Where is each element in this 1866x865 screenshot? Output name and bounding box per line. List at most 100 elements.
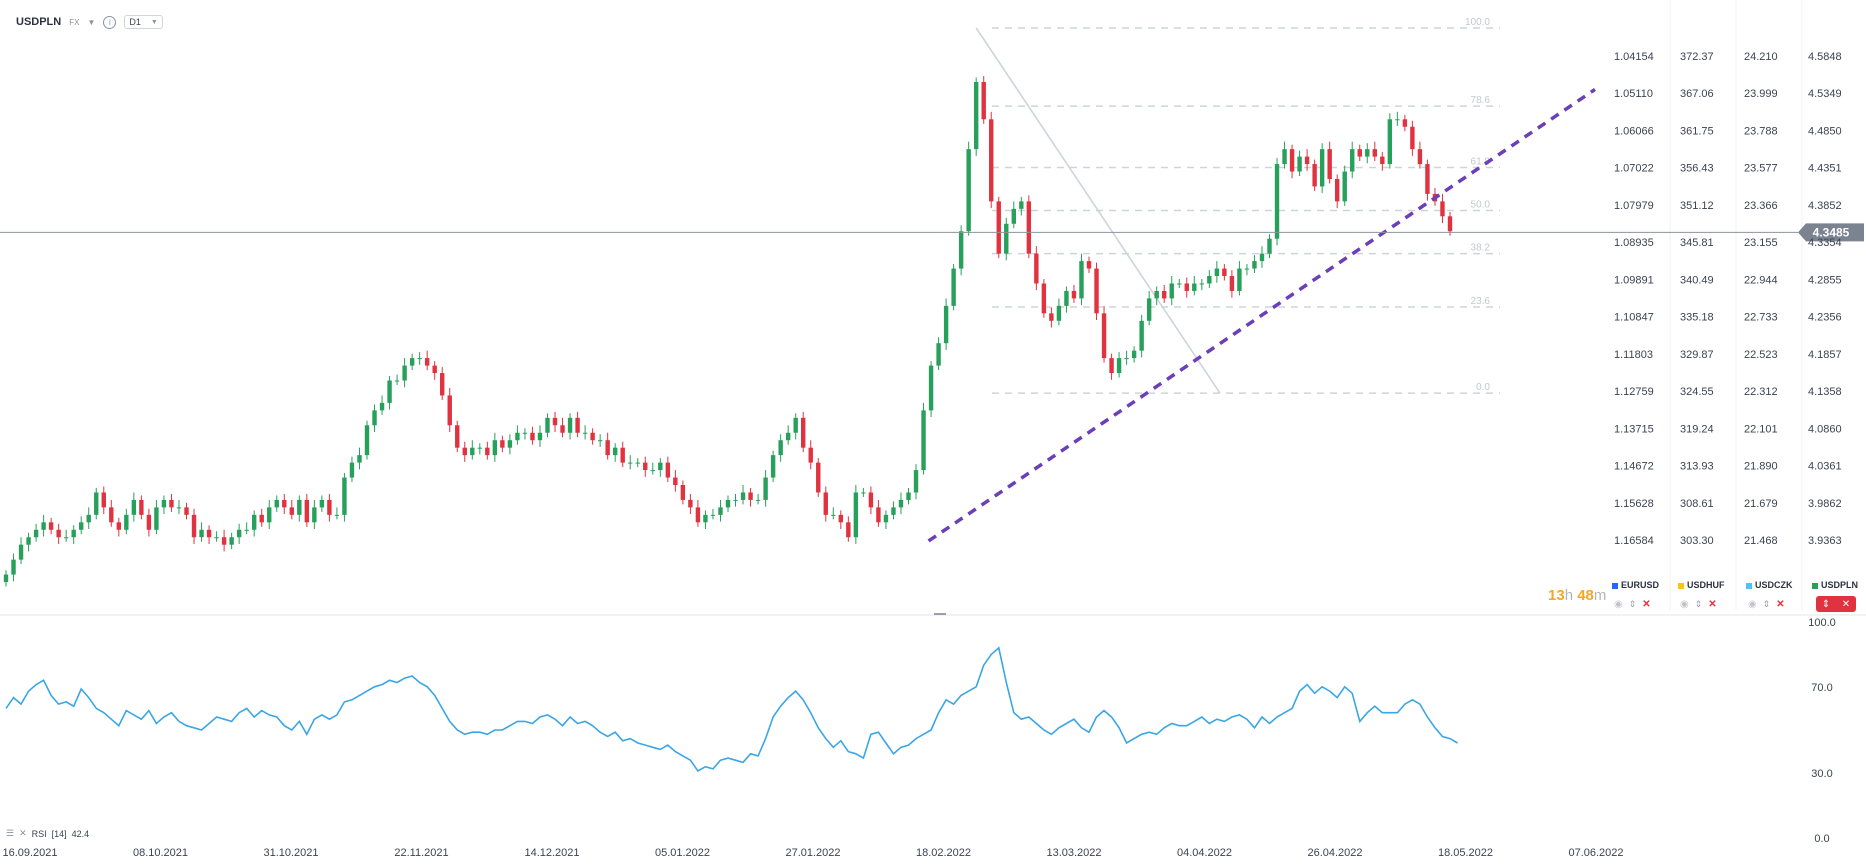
candle-body xyxy=(936,343,941,366)
close-icon[interactable]: ✕ xyxy=(1642,598,1651,610)
close-icon[interactable]: ✕ xyxy=(1708,598,1717,610)
timeframe-select[interactable]: D1 ▼ xyxy=(124,15,163,29)
price-axis-tick: 4.1358 xyxy=(1808,386,1842,398)
legend-usdczk: USDCZK xyxy=(1746,580,1793,590)
candle xyxy=(928,361,934,418)
candle-body xyxy=(831,514,836,516)
reorder-icon[interactable]: ⇕ xyxy=(1694,598,1703,609)
usdpln-controls: ⇕ ✕ xyxy=(1816,596,1856,612)
candle-body xyxy=(251,514,257,530)
candle-body xyxy=(1094,268,1099,314)
candle xyxy=(552,411,558,433)
compare-axis-tick: 335.18 xyxy=(1680,312,1714,324)
candle xyxy=(282,493,287,515)
symbol-dropdown-icon[interactable]: ▼ xyxy=(87,17,96,27)
reorder-icon[interactable]: ⇕ xyxy=(1628,598,1637,609)
candle-body xyxy=(906,492,911,500)
chevron-down-icon: ▼ xyxy=(150,18,158,26)
close-icon[interactable]: ✕ xyxy=(1841,598,1851,610)
candle xyxy=(455,420,460,453)
candle-body xyxy=(1282,149,1287,165)
candle xyxy=(1214,261,1220,283)
candle xyxy=(680,480,686,505)
candle xyxy=(755,493,761,505)
candle-body xyxy=(282,499,287,508)
candle xyxy=(1312,159,1317,191)
candle-body xyxy=(71,529,76,538)
compare-axis-tick: 1.07979 xyxy=(1614,200,1654,212)
close-icon[interactable]: ✕ xyxy=(1776,598,1785,610)
eye-icon[interactable]: ◉ xyxy=(1614,598,1623,610)
candle-body xyxy=(1199,283,1205,285)
candle-body xyxy=(966,149,971,232)
candle xyxy=(1154,286,1159,306)
candle xyxy=(236,523,242,544)
candle-body xyxy=(1252,261,1257,269)
reorder-icon[interactable]: ⇕ xyxy=(1762,598,1771,609)
compare-axis-tick: 308.61 xyxy=(1680,498,1714,510)
candle xyxy=(1372,141,1377,162)
candle-body xyxy=(297,499,302,515)
candle-body xyxy=(680,484,686,500)
candle xyxy=(357,447,362,470)
candle-body xyxy=(417,358,422,360)
candle xyxy=(440,367,445,400)
reorder-icon[interactable]: ⇕ xyxy=(1821,598,1831,610)
candle xyxy=(417,352,422,365)
candle-body xyxy=(710,514,716,516)
eye-icon[interactable]: ◉ xyxy=(1748,598,1757,610)
candle xyxy=(1049,307,1054,328)
time-axis-tick: 08.10.2021 xyxy=(133,847,188,859)
candle xyxy=(485,441,490,460)
price-axis-tick: 4.3852 xyxy=(1808,200,1842,212)
candle xyxy=(597,434,603,447)
compare-axis-tick: 1.08935 xyxy=(1614,237,1654,249)
compare-axis-tick: 1.12759 xyxy=(1614,386,1654,398)
market-label: FX xyxy=(69,17,80,27)
compare-axis-tick: 351.12 xyxy=(1680,200,1714,212)
candle xyxy=(1184,277,1189,298)
candle xyxy=(1365,143,1370,164)
candle-body xyxy=(575,417,580,433)
candle-body xyxy=(274,499,279,508)
candle xyxy=(1274,158,1280,246)
candle-body xyxy=(1064,290,1069,306)
indicator-menu-icon[interactable]: ☰ xyxy=(6,828,15,838)
candle xyxy=(191,508,197,544)
time-axis-tick: 05.01.2022 xyxy=(655,847,710,859)
legend-usdpln: USDPLN xyxy=(1812,580,1858,590)
candle xyxy=(432,361,437,380)
symbol-label[interactable]: USDPLN xyxy=(16,16,62,28)
candle xyxy=(221,529,227,552)
candle-body xyxy=(1011,208,1016,224)
candle-body xyxy=(515,432,520,441)
candle-body xyxy=(620,447,625,463)
candle xyxy=(575,411,580,438)
candle-body xyxy=(379,402,385,411)
candle xyxy=(1447,211,1453,236)
price-axis-tick: 4.1857 xyxy=(1808,349,1842,361)
candle xyxy=(733,493,738,507)
candle xyxy=(139,495,144,520)
info-icon[interactable]: i xyxy=(103,15,117,29)
indicator-close-icon[interactable]: ✕ xyxy=(19,828,27,838)
candle-body xyxy=(124,514,129,530)
candle-body xyxy=(1034,253,1039,284)
time-axis-tick: 13.03.2022 xyxy=(1046,847,1101,859)
candle-body xyxy=(981,81,986,120)
candle xyxy=(1139,314,1144,358)
candle-body xyxy=(409,358,415,366)
candle xyxy=(1162,284,1167,303)
candle-body xyxy=(1162,290,1167,299)
candle xyxy=(86,507,91,530)
candle xyxy=(500,435,505,453)
candle xyxy=(688,493,693,515)
candle xyxy=(274,495,279,512)
candle xyxy=(259,508,264,527)
candle xyxy=(1304,149,1310,171)
eye-icon[interactable]: ◉ xyxy=(1680,598,1689,610)
candle-body xyxy=(11,559,16,575)
legend-swatch xyxy=(1612,582,1618,589)
candle xyxy=(1056,298,1062,326)
